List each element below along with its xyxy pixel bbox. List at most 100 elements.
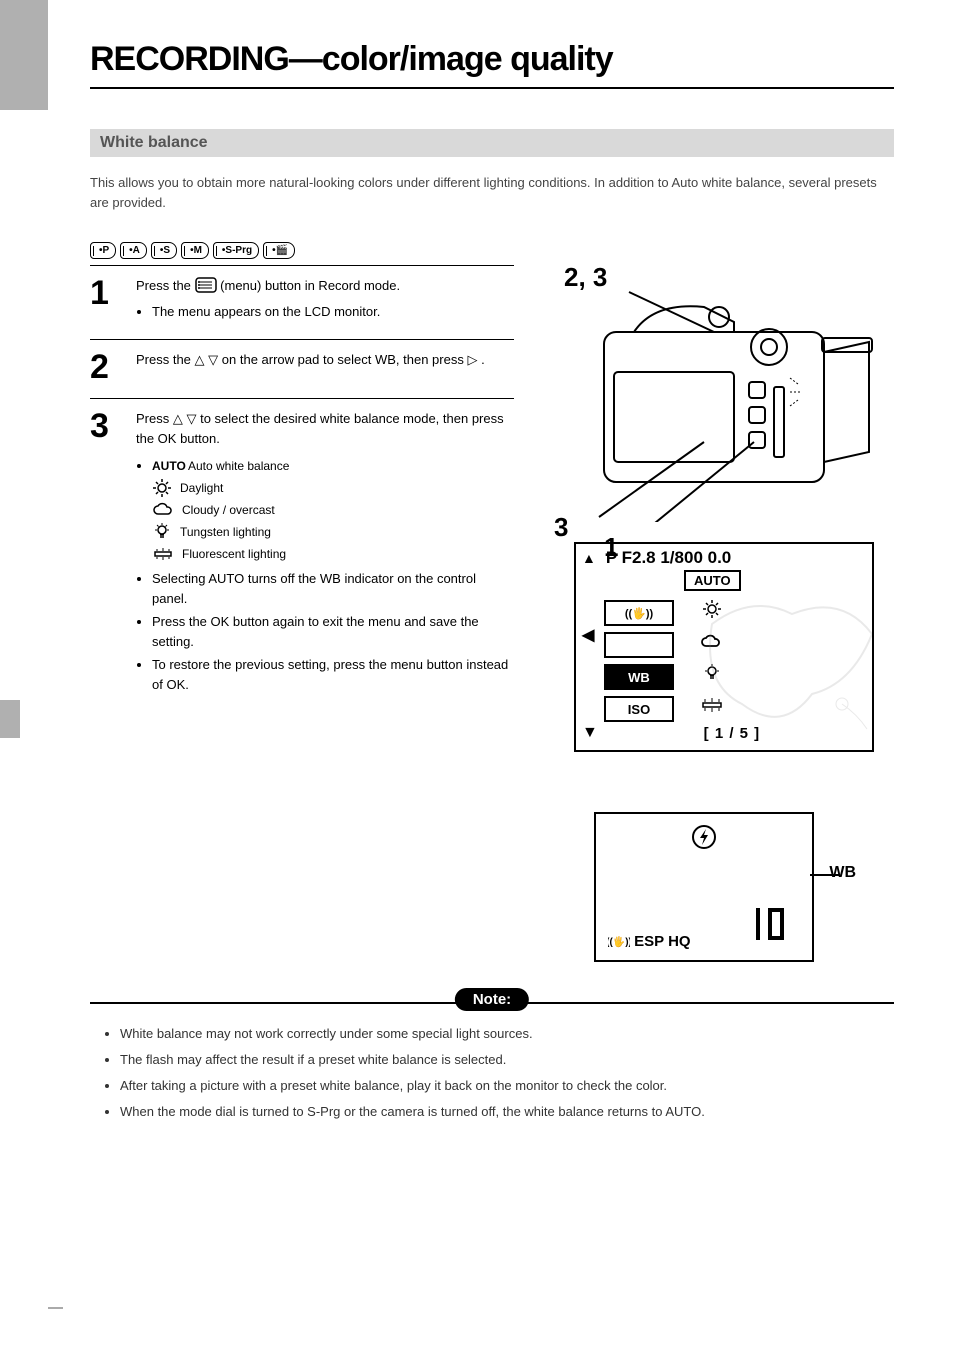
camera-diagram: 2, 3 3 1: [554, 272, 894, 522]
lcd-menu-screenshot: ▲ P F2.8 1/800 0.0 ◀ ((🖐)) WB ISO AU: [574, 542, 874, 752]
illustration-column: 2, 3 3 1: [554, 242, 894, 962]
cloud-icon: [152, 502, 174, 518]
esp-hq-label: ESP HQ: [634, 933, 690, 950]
wb-cloudy-desc: Cloudy / overcast: [182, 501, 275, 519]
step-3-number: 3: [90, 409, 124, 698]
step-1-body: Press the (menu) button in Record mode. …: [136, 276, 514, 325]
menu-cell-iso: ISO: [604, 696, 674, 722]
is-esp-hq-text: ((🖐)) ESP HQ: [608, 933, 691, 950]
two-column-layout: •P •A •S •M •S-Prg •🎬 1 Press the (menu)…: [90, 242, 894, 962]
wb-tungsten-desc: Tungsten lighting: [180, 523, 271, 541]
wb-option-tungsten: Tungsten lighting: [152, 522, 514, 542]
menu-options-column: AUTO: [684, 570, 741, 719]
step-3-text-a: Press: [136, 411, 173, 426]
side-tab: [0, 0, 48, 110]
step-3-body: Press △ ▽ to select the desired white ba…: [136, 409, 514, 698]
steps-list: 1 Press the (menu) button in Record mode…: [90, 265, 514, 712]
note-section: Note: White balance may not work correct…: [90, 1002, 894, 1123]
wb-options-list: AUTO Auto white balance Daylight Cloudy: [152, 457, 514, 563]
wb-option-auto: AUTO Auto white balance: [152, 457, 514, 475]
callout-2-3: 2, 3: [564, 262, 607, 293]
step-1-number: 1: [90, 276, 124, 325]
menu-cell-wb: WB: [604, 664, 674, 690]
section-intro: This allows you to obtain more natural-l…: [90, 173, 894, 212]
page-content: RECORDING—color/image quality White bala…: [90, 40, 894, 1129]
menu-left-column: ((🖐)) WB ISO: [604, 600, 674, 722]
menu-left-arrow: ◀: [582, 570, 594, 700]
side-margin-marker: [0, 700, 20, 738]
fluorescent-icon: [152, 546, 174, 562]
wb-fluor-desc: Fluorescent lighting: [182, 545, 286, 563]
svg-text:((🖐)): ((🖐)): [608, 935, 630, 948]
mode-dial-row: •P •A •S •M •S-Prg •🎬: [90, 242, 514, 259]
step-2-text-b: on the arrow pad to select WB, then pres…: [222, 352, 468, 367]
menu-page-indicator: [ 1 / 5 ]: [704, 725, 761, 742]
step-2: 2 Press the △ ▽ on the arrow pad to sele…: [90, 340, 514, 399]
menu-grid: ◀ ((🖐)) WB ISO AUTO: [582, 570, 866, 722]
menu-option-sun: [690, 595, 734, 623]
mode-dial-a: •A: [120, 242, 147, 259]
steps-column: •P •A •S •M •S-Prg •🎬 1 Press the (menu)…: [90, 242, 514, 962]
note-item: The flash may affect the result if a pre…: [120, 1050, 894, 1070]
mode-dial-sprg: •S-Prg: [213, 242, 259, 259]
step-1-text-a: Press the: [136, 278, 195, 293]
wb-option-daylight: Daylight: [152, 478, 514, 498]
triangle-down-icon: ▼: [582, 724, 598, 742]
note-item: When the mode dial is turned to S-Prg or…: [120, 1102, 894, 1122]
page-number: —: [48, 1299, 63, 1316]
note-item: White balance may not work correctly und…: [120, 1024, 894, 1044]
menu-status-line: ▲ P F2.8 1/800 0.0: [582, 548, 866, 568]
step-3-extra-3: To restore the previous setting, press t…: [152, 655, 514, 694]
triangle-up-icon: ▲: [582, 550, 596, 566]
frames-remaining: [752, 906, 800, 950]
triangle-up-icon: △: [173, 411, 183, 426]
step-1: 1 Press the (menu) button in Record mode…: [90, 266, 514, 340]
menu-option-cloud: [690, 627, 734, 655]
wb-auto-desc: Auto white balance: [188, 457, 289, 475]
svg-text:((🖐)): ((🖐)): [625, 606, 654, 621]
mode-dial-p: •P: [90, 242, 116, 259]
flash-icon: [606, 824, 802, 855]
menu-cell-is: ((🖐)): [604, 600, 674, 626]
triangle-down-icon: ▽: [186, 411, 196, 426]
chapter-title: RECORDING—color/image quality: [90, 40, 894, 79]
step-3: 3 Press △ ▽ to select the desired white …: [90, 399, 514, 712]
wb-daylight-desc: Daylight: [180, 479, 223, 497]
triangle-up-icon: △: [195, 352, 205, 367]
callout-3: 3: [554, 512, 568, 543]
step-3-extra-bullets: Selecting AUTO turns off the WB indicato…: [152, 569, 514, 694]
wb-option-fluorescent: Fluorescent lighting: [152, 545, 514, 563]
menu-option-bulb: [690, 659, 734, 687]
step-2-text-c: .: [481, 352, 485, 367]
step-3-extra-1: Selecting AUTO turns off the WB indicato…: [152, 569, 514, 608]
section-heading-bar: White balance: [90, 129, 894, 157]
menu-status-text: P F2.8 1/800 0.0: [606, 548, 731, 568]
wb-option-cloudy: Cloudy / overcast: [152, 501, 514, 519]
step-2-body: Press the △ ▽ on the arrow pad to select…: [136, 350, 514, 384]
wb-callout-label: WB: [829, 864, 856, 882]
wb-auto-label: AUTO: [152, 457, 180, 475]
mode-dial-movie: •🎬: [263, 242, 295, 259]
section-heading: White balance: [100, 134, 208, 152]
step-1-bullet: The menu appears on the LCD monitor.: [152, 302, 514, 322]
control-panel-bottom-row: ((🖐)) ESP HQ: [608, 906, 800, 950]
triangle-down-icon: ▽: [208, 352, 218, 367]
step-2-number: 2: [90, 350, 124, 384]
step-3-extra-2: Press the OK button again to exit the me…: [152, 612, 514, 651]
step-2-text-a: Press the: [136, 352, 195, 367]
menu-option-auto: AUTO: [684, 570, 741, 591]
note-item: After taking a picture with a preset whi…: [120, 1076, 894, 1096]
step-3-options-intro: AUTO Auto white balance Daylight Cloudy: [152, 456, 514, 563]
note-list: White balance may not work correctly und…: [120, 1024, 894, 1123]
menu-cell-blank: [604, 632, 674, 658]
title-rule: [90, 87, 894, 89]
sun-icon: [152, 478, 172, 498]
triangle-right-icon: ▷: [467, 352, 477, 367]
menu-button-icon: [195, 278, 221, 293]
step-1-text-b: (menu) button in Record mode.: [220, 278, 400, 293]
mode-dial-m: •M: [181, 242, 209, 259]
bulb-icon: [152, 522, 172, 542]
menu-footer: ▼ [ 1 / 5 ]: [582, 724, 866, 742]
control-panel-diagram: WB ((🖐)) ESP HQ: [594, 812, 814, 962]
menu-option-fluor: [690, 691, 734, 719]
